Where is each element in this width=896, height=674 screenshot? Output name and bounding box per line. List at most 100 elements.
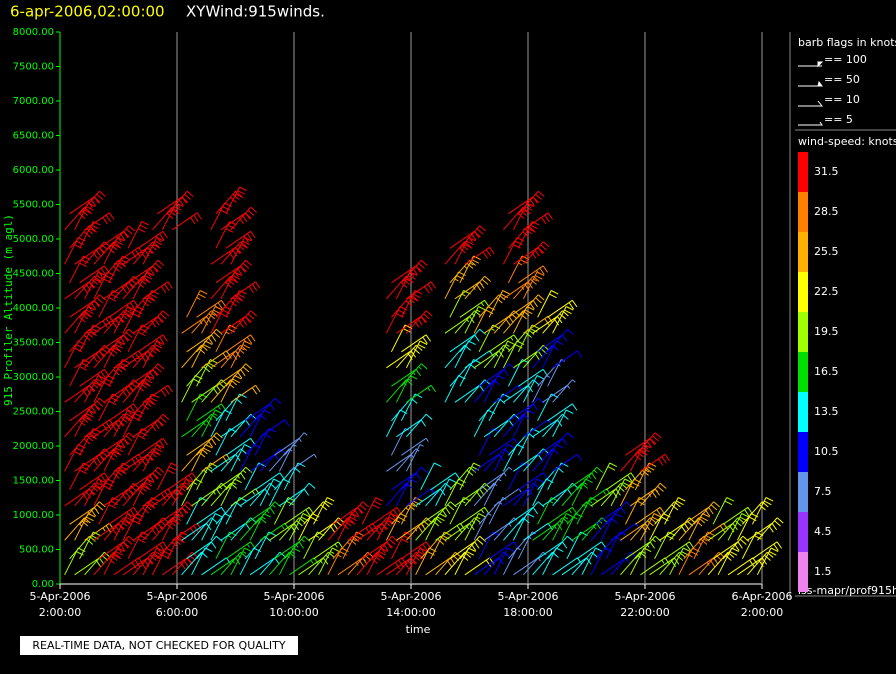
wind-barb bbox=[635, 506, 666, 525]
wind-barb bbox=[600, 513, 623, 541]
wind-barb bbox=[113, 513, 135, 541]
wind-barb bbox=[395, 271, 418, 300]
wind-barb bbox=[191, 310, 218, 334]
y-tick-label: 8000.00 bbox=[13, 27, 54, 38]
wind-barb bbox=[64, 310, 91, 334]
wind-barb bbox=[361, 497, 384, 525]
wind-barb bbox=[74, 482, 101, 507]
wind-barb bbox=[391, 294, 418, 318]
wind-barb bbox=[547, 535, 574, 560]
wind-barb bbox=[230, 237, 252, 265]
colorbar-label: 19.5 bbox=[814, 325, 839, 338]
wind-barb bbox=[103, 384, 134, 403]
wind-barb bbox=[137, 541, 168, 560]
wind-barb bbox=[464, 246, 495, 265]
wind-barb bbox=[722, 535, 750, 560]
wind-barb bbox=[542, 444, 564, 472]
wind-barb bbox=[712, 497, 735, 525]
wind-barb bbox=[342, 501, 370, 525]
wind-barb bbox=[79, 368, 110, 387]
wind-barb bbox=[459, 255, 481, 284]
wind-barb bbox=[401, 259, 428, 284]
wind-barb bbox=[722, 506, 753, 525]
wind-barb bbox=[327, 517, 355, 541]
wind-barb bbox=[512, 409, 535, 438]
source: iss-mapr/prof915h bbox=[798, 584, 896, 597]
wind-barb bbox=[98, 466, 126, 491]
wind-barb bbox=[278, 547, 301, 576]
wind-barb bbox=[595, 506, 626, 525]
wind-barb bbox=[522, 375, 545, 403]
wind-barb bbox=[488, 363, 516, 387]
wind-barb bbox=[74, 306, 96, 334]
wind-barb bbox=[683, 535, 711, 560]
wind-barb bbox=[512, 202, 535, 231]
wind-barb bbox=[523, 241, 550, 265]
wind-barb bbox=[547, 299, 578, 318]
wind-barb bbox=[464, 557, 495, 576]
wind-barb bbox=[449, 259, 477, 284]
wind-barb bbox=[254, 397, 282, 422]
colorbar-label: 31.5 bbox=[814, 165, 839, 178]
wind-barb bbox=[225, 437, 256, 456]
wind-barb bbox=[342, 531, 364, 560]
wind-barb bbox=[225, 290, 247, 318]
wind-barb bbox=[386, 275, 413, 300]
wind-barb bbox=[581, 488, 612, 507]
wind-barb bbox=[425, 513, 447, 541]
wind-barb bbox=[503, 206, 530, 231]
wind-barb bbox=[196, 535, 223, 560]
colorbar-cell bbox=[798, 432, 808, 472]
wind-barb bbox=[552, 379, 576, 403]
wind-barb bbox=[547, 432, 574, 456]
y-tick-label: 1500.00 bbox=[13, 476, 54, 487]
wind-barb bbox=[157, 196, 188, 215]
wind-barb bbox=[537, 437, 568, 456]
wind-barb bbox=[508, 506, 539, 525]
x-tick-label: 5-Apr-2006 22:00:00 bbox=[614, 590, 675, 619]
x-tick-label: 5-Apr-2006 18:00:00 bbox=[497, 590, 558, 619]
wind-barb bbox=[201, 306, 223, 334]
wind-barb bbox=[400, 290, 423, 318]
wind-barb bbox=[459, 462, 481, 491]
wind-barb bbox=[395, 478, 418, 507]
wind-barb bbox=[518, 397, 545, 422]
wind-barb bbox=[127, 221, 150, 249]
wind-barb bbox=[552, 453, 583, 472]
wind-barb bbox=[122, 513, 145, 541]
wind-barb bbox=[385, 306, 408, 334]
wind-barb bbox=[64, 517, 91, 541]
wind-barb bbox=[420, 462, 442, 491]
wind-barb bbox=[113, 275, 141, 300]
wind-barb bbox=[157, 506, 188, 525]
wind-barb bbox=[488, 541, 519, 560]
wind-barb bbox=[171, 478, 194, 507]
y-tick-label: 3000.00 bbox=[13, 372, 54, 383]
wind-barb bbox=[84, 522, 115, 541]
wind-barb bbox=[347, 551, 375, 576]
wind-barb bbox=[137, 363, 165, 387]
wind-barb bbox=[400, 497, 423, 525]
wind-barb bbox=[449, 230, 480, 249]
wind-barb bbox=[79, 501, 106, 525]
wind-barb bbox=[542, 340, 564, 369]
wind-barb bbox=[522, 271, 545, 300]
wind-barb bbox=[459, 506, 490, 525]
wind-barb bbox=[142, 517, 170, 541]
wind-barb bbox=[225, 466, 253, 491]
barb-legend-label: == 10 bbox=[824, 93, 860, 106]
wind-barb bbox=[547, 328, 574, 353]
wind-barb bbox=[449, 334, 480, 353]
wind-barb bbox=[84, 271, 106, 300]
wind-barb bbox=[727, 557, 758, 576]
wind-barb bbox=[537, 334, 568, 353]
wind-barb bbox=[74, 379, 101, 403]
wind-barb bbox=[366, 547, 389, 576]
wind-barb bbox=[581, 547, 603, 576]
wind-barb bbox=[523, 212, 554, 231]
wind-barb bbox=[454, 281, 485, 300]
colorbar-label: 13.5 bbox=[814, 405, 839, 418]
x-tick-label: 5-Apr-2006 2:00:00 bbox=[29, 590, 90, 619]
y-tick-label: 7000.00 bbox=[13, 96, 54, 107]
colorbar-cell bbox=[798, 232, 808, 272]
